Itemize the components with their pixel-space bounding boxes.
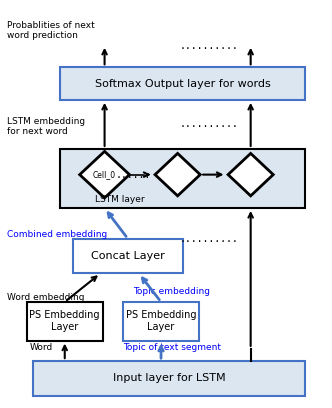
- Text: Softmax Output layer for words: Softmax Output layer for words: [95, 79, 271, 89]
- Text: PS Embedding
Layer: PS Embedding Layer: [30, 310, 100, 332]
- FancyBboxPatch shape: [123, 302, 199, 341]
- Text: Word embedding: Word embedding: [7, 293, 84, 302]
- Polygon shape: [228, 153, 273, 196]
- Text: ..........: ..........: [180, 41, 238, 51]
- Text: ......: ......: [115, 170, 150, 180]
- Text: Topic embedding: Topic embedding: [133, 287, 210, 296]
- Text: PS Embedding
Layer: PS Embedding Layer: [126, 310, 196, 332]
- Text: Topic of text segment: Topic of text segment: [123, 343, 221, 352]
- Text: Input layer for LSTM: Input layer for LSTM: [113, 373, 226, 384]
- Text: Cell_0: Cell_0: [93, 170, 116, 179]
- Text: ..........: ..........: [180, 234, 238, 244]
- FancyBboxPatch shape: [33, 361, 305, 396]
- FancyBboxPatch shape: [60, 67, 305, 100]
- Text: LSTM layer: LSTM layer: [95, 195, 144, 204]
- FancyBboxPatch shape: [27, 302, 103, 341]
- Text: LSTM embedding
for next word: LSTM embedding for next word: [7, 117, 85, 136]
- Text: Concat Layer: Concat Layer: [91, 251, 165, 261]
- Text: Probablities of next
word prediction: Probablities of next word prediction: [7, 21, 94, 40]
- Text: Word: Word: [30, 343, 53, 352]
- Polygon shape: [80, 151, 129, 198]
- Polygon shape: [155, 153, 200, 196]
- Text: ..........: ..........: [180, 120, 238, 129]
- Text: Combined embedding: Combined embedding: [7, 230, 107, 239]
- FancyBboxPatch shape: [60, 149, 305, 208]
- FancyBboxPatch shape: [73, 239, 183, 273]
